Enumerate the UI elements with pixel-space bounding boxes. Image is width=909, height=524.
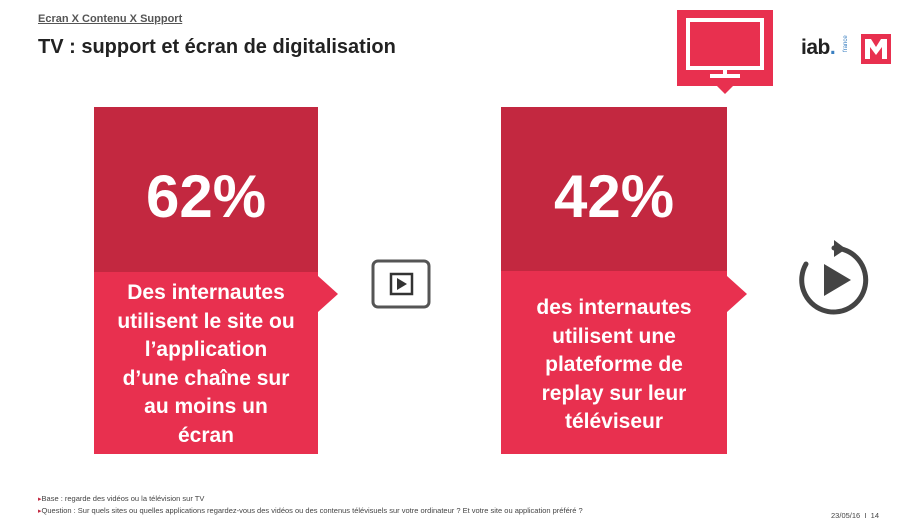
desc-line: téléviseur: [564, 410, 664, 433]
mediametrie-logo: [861, 34, 891, 64]
desc-line: au moins un: [144, 395, 268, 418]
stat-card-2-percent: 42%: [553, 163, 675, 230]
stat-card-2-bottom: [501, 271, 727, 454]
card-1-arrow: [318, 276, 338, 312]
footer-question: ▸Question : Sur quels sites ou quelles a…: [38, 506, 583, 515]
page-title: TV : support et écran de digitalisation: [38, 36, 396, 58]
footer-question-text: Question : Sur quels sites ou quelles ap…: [41, 506, 583, 515]
desc-line: d’une chaîne sur: [122, 366, 290, 390]
desc-line: l’application: [144, 338, 268, 361]
stat-card-1-top: [94, 107, 318, 272]
iab-logo-sub: france: [843, 35, 849, 52]
stat-card-1-description: Des internautes utilisent le site ou l’a…: [94, 279, 318, 450]
stat-card-1-bottom: [94, 272, 318, 454]
bullet-icon: ▸: [38, 508, 42, 515]
footer-date: 23/05/16: [831, 511, 861, 520]
stat-card-2-description: des internautes utilisent une plateforme…: [501, 294, 727, 437]
desc-line: utilisent le site ou: [117, 309, 295, 333]
desc-line: replay sur leur: [541, 381, 687, 405]
footer-page: 14: [870, 511, 879, 520]
desc-line: des internautes: [536, 296, 692, 319]
stat-card-1-percent: 62%: [145, 163, 267, 230]
card-2-arrow: [727, 276, 747, 312]
bullet-icon: ▸: [38, 496, 42, 503]
iab-logo: iab.: [801, 36, 836, 60]
desc-line: utilisent une: [552, 324, 676, 348]
page-number: 23/05/16 I 14: [831, 511, 879, 520]
tv-badge: [677, 10, 773, 94]
footer-separator: I: [864, 511, 867, 520]
desc-line: écran: [177, 423, 235, 447]
stat-card-1: 62% Des internautes utilisent le site ou…: [94, 107, 318, 454]
breadcrumb[interactable]: Ecran X Contenu X Support: [38, 13, 183, 25]
desc-line: Des internautes: [127, 281, 285, 304]
stat-card-2: 42% des internautes utilisent une platef…: [501, 107, 727, 454]
footer-base-text: Base : regarde des vidéos ou la télévisi…: [41, 494, 205, 503]
iab-logo-dot: .: [829, 36, 836, 59]
replay-icon: [799, 240, 869, 315]
tv-icon: [686, 18, 764, 94]
desc-line: plateforme de: [545, 353, 683, 376]
play-icon: [371, 259, 431, 309]
stat-card-2-top: [501, 107, 727, 271]
footer-base: ▸Base : regarde des vidéos ou la télévis…: [38, 494, 204, 503]
iab-logo-text: iab: [801, 36, 830, 59]
